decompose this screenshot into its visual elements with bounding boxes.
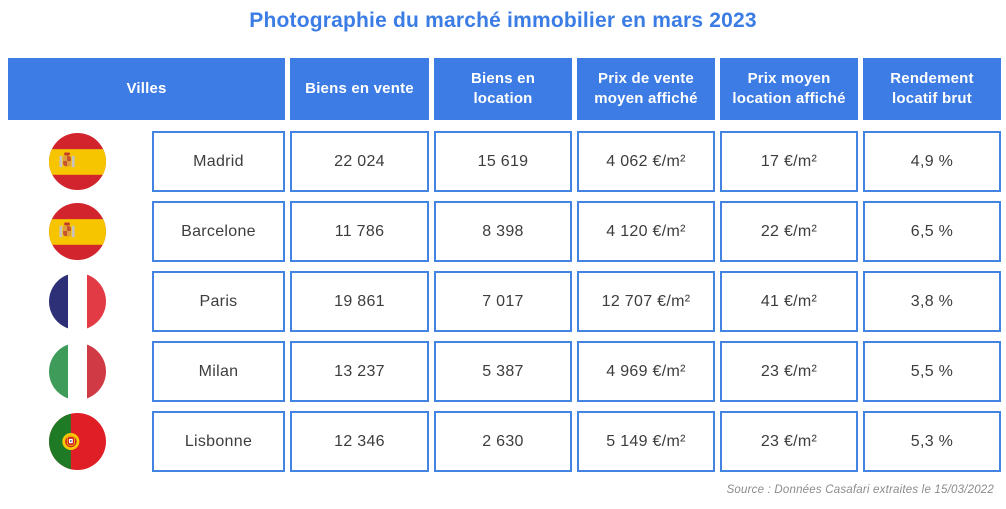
column-header-prix-vente: Prix de vente moyen affiché	[577, 58, 715, 120]
flag-cell	[8, 131, 147, 192]
flag-cell	[8, 201, 147, 262]
biens-vente-cell: 12 346	[290, 411, 429, 472]
biens-vente-cell: 19 861	[290, 271, 429, 332]
biens-vente-cell: 22 024	[290, 131, 429, 192]
source-note: Source : Données Casafari extraites le 1…	[726, 484, 994, 496]
table-row: Lisbonne 12 346 2 630 5 149 €/m² 23 €/m²…	[8, 411, 1001, 472]
rendement-cell: 4,9 %	[863, 131, 1001, 192]
page-title: Photographie du marché immobilier en mar…	[249, 9, 757, 32]
prix-vente-cell: 5 149 €/m²	[577, 411, 715, 472]
biens-vente-cell: 11 786	[290, 201, 429, 262]
flag-cell	[8, 411, 147, 472]
table-row: Barcelone 11 786 8 398 4 120 €/m² 22 €/m…	[8, 201, 1001, 262]
flag-spain-icon	[49, 133, 106, 190]
rendement-cell: 3,8 %	[863, 271, 1001, 332]
city-cell: Barcelone	[152, 201, 285, 262]
rendement-cell: 6,5 %	[863, 201, 1001, 262]
prix-vente-cell: 4 120 €/m²	[577, 201, 715, 262]
flag-cell	[8, 271, 147, 332]
biens-location-cell: 15 619	[434, 131, 572, 192]
prix-location-cell: 22 €/m²	[720, 201, 858, 262]
prix-location-cell: 23 €/m²	[720, 341, 858, 402]
table-row: Milan 13 237 5 387 4 969 €/m² 23 €/m² 5,…	[8, 341, 1001, 402]
biens-location-cell: 2 630	[434, 411, 572, 472]
prix-vente-cell: 4 062 €/m²	[577, 131, 715, 192]
column-header-biens-location: Biens en location	[434, 58, 572, 120]
biens-location-cell: 7 017	[434, 271, 572, 332]
flag-italy-icon	[49, 343, 106, 400]
table-header-row: Villes Biens en vente Biens en location …	[8, 58, 1001, 120]
prix-location-cell: 41 €/m²	[720, 271, 858, 332]
market-table: Villes Biens en vente Biens en location …	[8, 58, 1001, 472]
rendement-cell: 5,3 %	[863, 411, 1001, 472]
table-row: Paris 19 861 7 017 12 707 €/m² 41 €/m² 3…	[8, 271, 1001, 332]
table-row: Madrid 22 024 15 619 4 062 €/m² 17 €/m² …	[8, 131, 1001, 192]
prix-vente-cell: 4 969 €/m²	[577, 341, 715, 402]
column-header-biens-vente: Biens en vente	[290, 58, 429, 120]
prix-location-cell: 23 €/m²	[720, 411, 858, 472]
city-cell: Madrid	[152, 131, 285, 192]
biens-location-cell: 8 398	[434, 201, 572, 262]
city-cell: Milan	[152, 341, 285, 402]
biens-location-cell: 5 387	[434, 341, 572, 402]
flag-france-icon	[49, 273, 106, 330]
prix-vente-cell: 12 707 €/m²	[577, 271, 715, 332]
column-header-villes: Villes	[8, 58, 285, 120]
column-header-prix-location: Prix moyen location affiché	[720, 58, 858, 120]
column-header-rendement: Rendement locatif brut	[863, 58, 1001, 120]
flag-cell	[8, 341, 147, 402]
flag-portugal-icon	[49, 413, 106, 470]
flag-spain-icon	[49, 203, 106, 260]
prix-location-cell: 17 €/m²	[720, 131, 858, 192]
rendement-cell: 5,5 %	[863, 341, 1001, 402]
city-cell: Paris	[152, 271, 285, 332]
biens-vente-cell: 13 237	[290, 341, 429, 402]
city-cell: Lisbonne	[152, 411, 285, 472]
